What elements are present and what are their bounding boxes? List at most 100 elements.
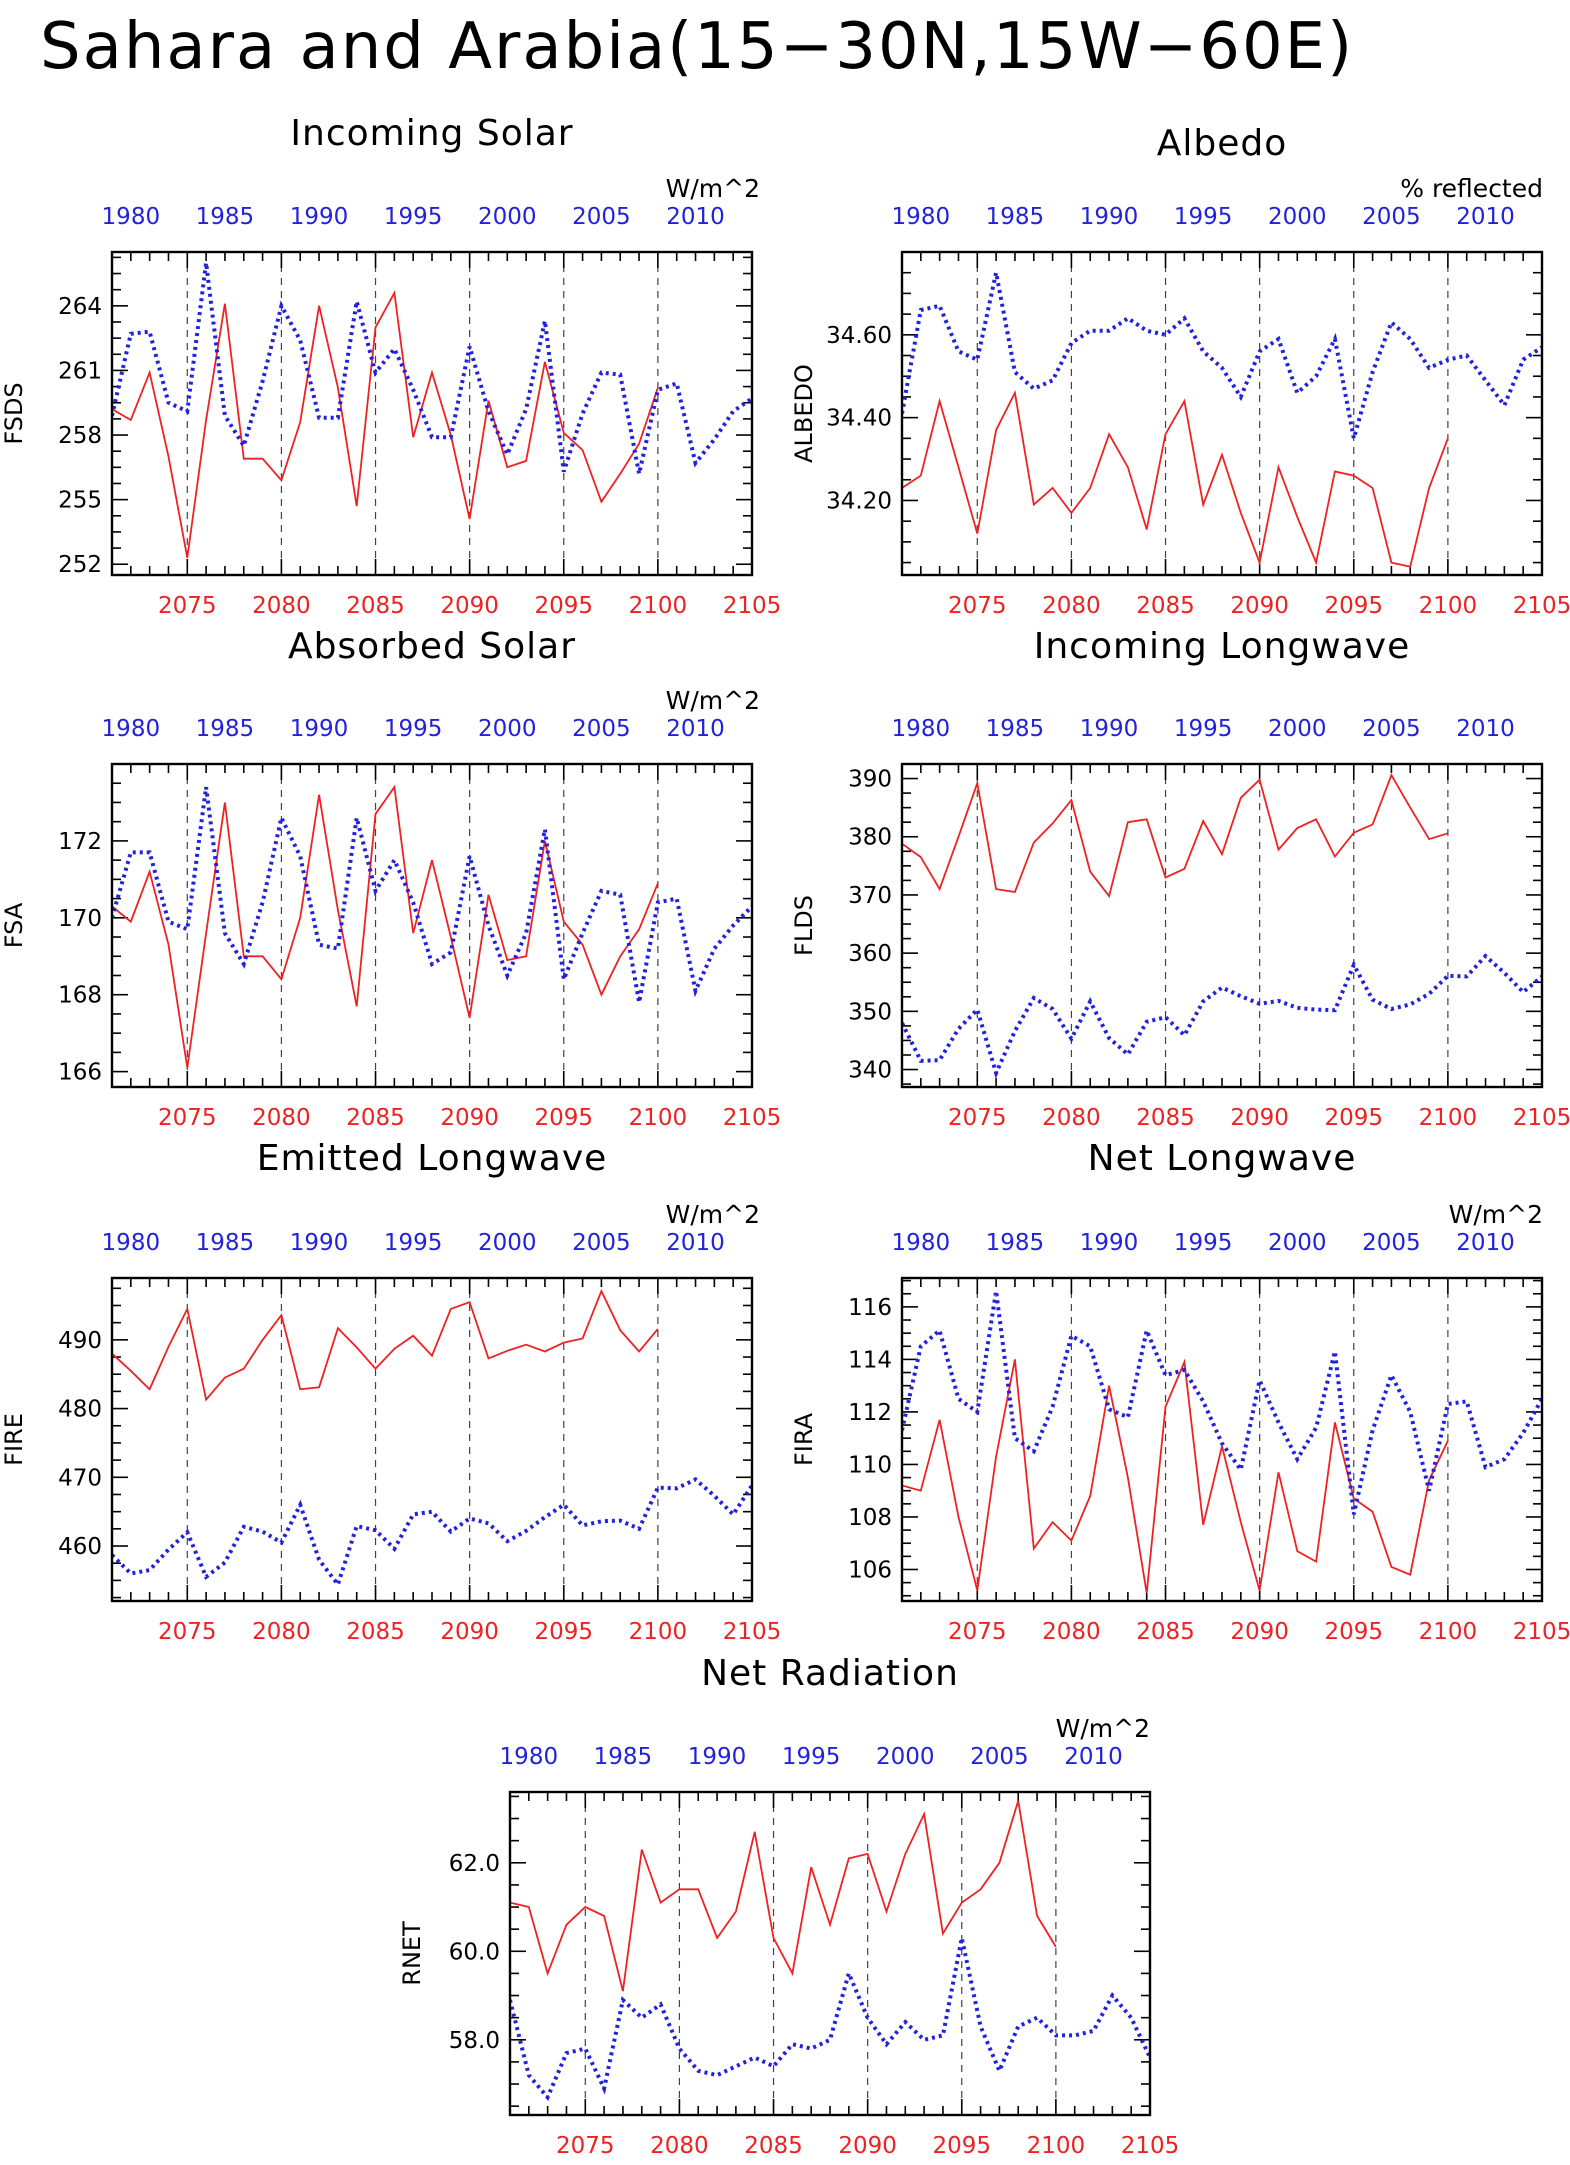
- x-tick-label-bottom: 2075: [948, 1619, 1007, 1645]
- y-tick-label: 34.20: [826, 488, 892, 514]
- x-tick-label-top: 1985: [196, 716, 255, 742]
- y-tick-label: 460: [58, 1534, 102, 1560]
- x-tick-label-top: 1980: [892, 1230, 951, 1256]
- y-tick-label: 261: [58, 358, 102, 384]
- x-tick-label-top: 1995: [1174, 204, 1233, 230]
- x-tick-label-bottom: 2095: [932, 2133, 991, 2159]
- y-tick-label: 108: [848, 1505, 892, 1531]
- x-tick-label-top: 2010: [1456, 716, 1515, 742]
- x-tick-label-top: 2000: [478, 1230, 537, 1256]
- x-tick-label-top: 1995: [384, 1230, 443, 1256]
- series-future-line: [902, 389, 1449, 568]
- plot-frame: [900, 1276, 1544, 1603]
- y-tick-label: 350: [848, 999, 892, 1025]
- panel-3: Incoming Longwave 2075 2080 2085 2090 2095 210…: [790, 626, 1570, 1131]
- x-tick-label-bottom: 2105: [723, 1105, 782, 1131]
- x-tick-label-top: 1980: [892, 716, 951, 742]
- x-tick-label-top: 2010: [1456, 204, 1515, 230]
- series-historical-line: [902, 272, 1542, 439]
- plot-frame: [110, 250, 754, 577]
- y-tick-label: 62.0: [449, 1851, 500, 1877]
- x-tick-label-top: 1990: [290, 1230, 349, 1256]
- y-tick-label: 490: [58, 1328, 102, 1354]
- y-tick-label: 360: [848, 941, 892, 967]
- x-tick-label-top: 1985: [986, 204, 1045, 230]
- y-tick-label: 170: [58, 906, 102, 932]
- x-tick-label-bottom: 2085: [346, 1619, 405, 1645]
- x-tick-label-bottom: 2090: [838, 2133, 897, 2159]
- series-future-line: [902, 773, 1449, 899]
- y-tick-label: 112: [848, 1400, 892, 1426]
- main-title: Sahara and Arabia(15−30N,15W−60E): [40, 10, 1354, 84]
- panel-title: Net Longwave: [1088, 1138, 1357, 1179]
- y-tick-label: 172: [58, 829, 102, 855]
- y-tick-label: 166: [58, 1060, 102, 1086]
- x-tick-label-top: 2000: [1268, 204, 1327, 230]
- x-tick-label-bottom: 2100: [1419, 593, 1478, 619]
- x-tick-label-top: 1980: [102, 1230, 161, 1256]
- x-tick-label-top: 2005: [1362, 1230, 1421, 1256]
- x-tick-label-bottom: 2085: [1136, 1105, 1195, 1131]
- x-tick-label-top: 1990: [688, 1744, 747, 1770]
- x-tick-label-bottom: 2100: [629, 1105, 688, 1131]
- x-tick-label-bottom: 2080: [252, 1105, 311, 1131]
- y-axis-label: FLDS: [790, 895, 818, 956]
- series-future-line: [112, 290, 659, 558]
- plot-frame: [900, 762, 1544, 1089]
- x-tick-label-top: 1995: [1174, 1230, 1233, 1256]
- x-tick-label-bottom: 2100: [1419, 1105, 1478, 1131]
- x-tick-label-top: 1985: [196, 1230, 255, 1256]
- x-tick-label-top: 2010: [666, 1230, 725, 1256]
- x-tick-label-bottom: 2075: [556, 2133, 615, 2159]
- x-tick-label-top: 2010: [1456, 1230, 1515, 1256]
- x-tick-label-bottom: 2095: [534, 1105, 593, 1131]
- panel-0: Incoming Solar W/m^2 2075 2080 2085 2090 2095 2…: [0, 113, 781, 619]
- x-tick-label-top: 1990: [290, 204, 349, 230]
- y-tick-label: 116: [848, 1295, 892, 1321]
- x-tick-label-bottom: 2095: [1324, 1619, 1383, 1645]
- x-tick-label-bottom: 2090: [440, 1619, 499, 1645]
- x-tick-label-top: 1995: [1174, 716, 1233, 742]
- plot-frame: [110, 1276, 754, 1603]
- y-axis-label: FIRA: [790, 1412, 818, 1466]
- y-tick-label: 340: [848, 1058, 892, 1084]
- x-tick-label-top: 2000: [1268, 1230, 1327, 1256]
- panel-title: Net Radiation: [701, 1653, 959, 1694]
- panel-6: Net Radiation W/m^2 2075 2080 2085 2090 2095 21…: [398, 1653, 1179, 2159]
- series-future-line: [902, 1358, 1449, 1594]
- panel-title: Incoming Solar: [290, 113, 573, 154]
- y-tick-label: 106: [848, 1557, 892, 1583]
- y-axis-label: FSA: [0, 902, 28, 948]
- x-tick-label-bottom: 2090: [1230, 1619, 1289, 1645]
- x-tick-label-top: 1990: [1080, 716, 1139, 742]
- series-future-line: [112, 1288, 659, 1402]
- x-tick-label-top: 1980: [500, 1744, 559, 1770]
- y-tick-label: 258: [58, 423, 102, 449]
- x-tick-label-bottom: 2095: [1324, 593, 1383, 619]
- plot-frame: [110, 762, 754, 1089]
- plot-frame: [900, 250, 1544, 577]
- x-tick-label-bottom: 2100: [1419, 1619, 1478, 1645]
- y-tick-label: 60.0: [449, 1939, 500, 1965]
- y-tick-label: 370: [848, 883, 892, 909]
- x-tick-label-top: 2005: [970, 1744, 1029, 1770]
- units-label: W/m^2: [666, 174, 760, 203]
- panel-title: Incoming Longwave: [1034, 626, 1411, 667]
- x-tick-label-bottom: 2095: [534, 593, 593, 619]
- series-historical-line: [112, 1477, 752, 1589]
- x-tick-label-bottom: 2100: [1027, 2133, 1086, 2159]
- x-tick-label-top: 1995: [384, 716, 443, 742]
- x-tick-label-top: 2000: [478, 716, 537, 742]
- x-tick-label-bottom: 2105: [1513, 593, 1570, 619]
- x-tick-label-top: 2005: [1362, 204, 1421, 230]
- plot-frame: [508, 1790, 1152, 2117]
- x-tick-label-bottom: 2090: [1230, 1105, 1289, 1131]
- x-tick-label-top: 2000: [1268, 716, 1327, 742]
- x-tick-label-top: 1990: [1080, 204, 1139, 230]
- panel-5: Net Longwave W/m^2 2075 2080 2085 2090 2095 210…: [790, 1138, 1570, 1645]
- series-historical-line: [112, 262, 752, 475]
- x-tick-label-bottom: 2085: [744, 2133, 803, 2159]
- series-historical-line: [112, 786, 752, 1003]
- series-historical-line: [902, 1290, 1542, 1515]
- x-tick-label-bottom: 2080: [1042, 1619, 1101, 1645]
